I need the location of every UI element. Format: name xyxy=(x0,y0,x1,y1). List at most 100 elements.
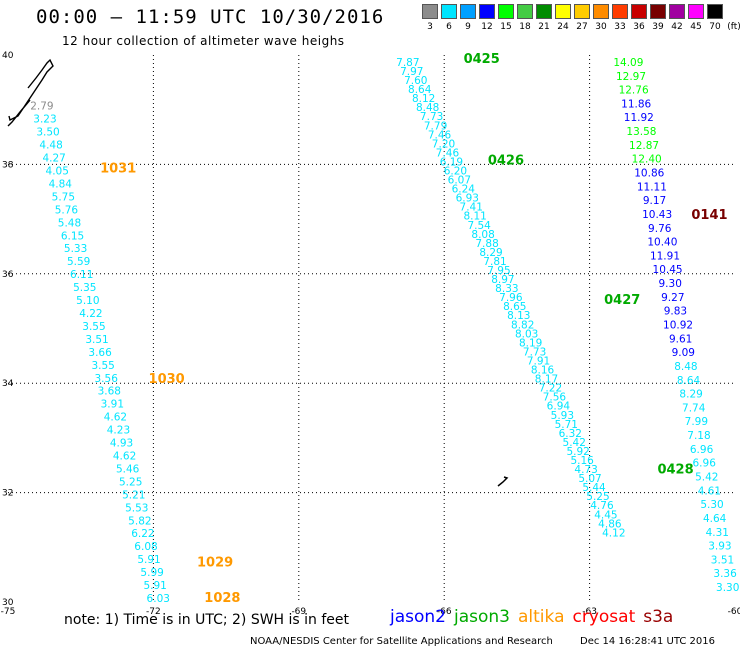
track-value-label: 4.61 xyxy=(698,485,721,497)
track-value-label: 6.32 xyxy=(559,428,582,440)
track-value-label: 7.54 xyxy=(467,220,491,232)
track-value-label: 3.56 xyxy=(95,373,119,385)
track-value-label: 6.24 xyxy=(452,184,476,196)
track-value-label: 5.10 xyxy=(76,295,99,307)
track-value-label: 6.96 xyxy=(690,444,714,456)
scale-swatch xyxy=(479,4,495,19)
x-tick-label: -69 xyxy=(291,607,306,617)
track-value-label: 4.62 xyxy=(104,412,127,424)
track-value-label: 7.60 xyxy=(404,75,427,87)
x-tick-label: -72 xyxy=(146,607,161,617)
track-value-label: 8.16 xyxy=(531,365,555,377)
time-label: 0428 xyxy=(657,462,693,477)
track-value-label: 12.40 xyxy=(632,154,662,166)
y-tick-label: 36 xyxy=(2,270,14,280)
track-value-label: 5.91 xyxy=(137,554,160,566)
time-label: 1030 xyxy=(149,372,185,387)
scale-swatch xyxy=(498,4,514,19)
track-value-label: 7.74 xyxy=(682,402,706,414)
track-value-label: 5.42 xyxy=(695,472,718,484)
track-value-label: 5.71 xyxy=(555,419,578,431)
track-value-label: 2.79 xyxy=(30,101,53,113)
track-value-label: 11.91 xyxy=(650,250,680,262)
scale-label: 39 xyxy=(652,22,664,32)
track-value-label: 6.08 xyxy=(134,541,157,553)
track-value-label: 8.29 xyxy=(479,247,502,259)
track-value-label: 6.03 xyxy=(147,593,170,605)
track-value-label: 7.95 xyxy=(487,265,510,277)
track-value-label: 5.35 xyxy=(73,282,96,294)
track-value-label: 8.97 xyxy=(491,274,514,286)
track-value-label: 7.91 xyxy=(527,355,550,367)
track-value-label: 6.11 xyxy=(70,269,93,281)
legend-s3a: s3a xyxy=(643,607,674,627)
x-tick-label: -75 xyxy=(1,607,16,617)
x-tick-label: -60 xyxy=(728,607,740,617)
legend-jason3: jason3 xyxy=(454,607,510,627)
track-value-label: 4.22 xyxy=(79,308,102,320)
track-value-label: 9.17 xyxy=(643,195,666,207)
track-value-label: 4.62 xyxy=(113,450,136,462)
track-value-label: 5.21 xyxy=(122,489,145,501)
track-value-label: 3.30 xyxy=(716,582,739,594)
track-value-label: 5.42 xyxy=(563,437,586,449)
scale-swatch xyxy=(707,4,723,19)
bermuda-island xyxy=(497,476,509,487)
track-value-label: 7.87 xyxy=(396,57,419,69)
track-value-label: 12.97 xyxy=(616,71,646,83)
track-value-label: 5.59 xyxy=(67,256,90,268)
scale-swatch xyxy=(593,4,609,19)
track-value-label: 4.45 xyxy=(594,509,617,521)
track-value-label: 5.30 xyxy=(700,499,723,511)
y-tick-label: 38 xyxy=(2,160,14,170)
track-value-label: 7.97 xyxy=(400,66,423,78)
legend-jason2: jason2 xyxy=(390,607,446,627)
track-value-label: 5.91 xyxy=(143,580,166,592)
track-value-label: 3.51 xyxy=(711,554,734,566)
track-value-label: 5.25 xyxy=(119,476,142,488)
track-value-label: 4.31 xyxy=(706,527,729,539)
track-value-label: 8.65 xyxy=(503,301,526,313)
scale-label: 70 xyxy=(709,22,721,32)
scale-swatch xyxy=(631,4,647,19)
track-value-label: 9.09 xyxy=(672,347,695,359)
track-value-label: 10.86 xyxy=(634,167,664,179)
track-value-label: 9.61 xyxy=(669,333,692,345)
track-value-label: 12.76 xyxy=(619,85,649,97)
scale-swatch xyxy=(574,4,590,19)
track-value-label: 11.11 xyxy=(637,181,667,193)
scale-label: 42 xyxy=(671,22,683,32)
track-value-label: 7.56 xyxy=(543,392,567,404)
track-value-label: 14.09 xyxy=(613,57,643,69)
track-value-label: 5.44 xyxy=(582,482,606,494)
track-value-label: 5.07 xyxy=(578,473,601,485)
scale-label: (ft) xyxy=(727,22,740,32)
time-label: 0426 xyxy=(488,153,524,168)
track-value-label: 4.76 xyxy=(590,500,614,512)
scale-label: 33 xyxy=(614,22,626,32)
scale-swatch xyxy=(517,4,533,19)
track-value-label: 9.27 xyxy=(661,292,684,304)
scale-swatch xyxy=(441,4,457,19)
scale-label: 12 xyxy=(481,22,493,32)
track-value-label: 5.76 xyxy=(55,204,79,216)
scale-swatch xyxy=(536,4,552,19)
track-value-label: 8.12 xyxy=(412,93,435,105)
track-value-label: 5.99 xyxy=(140,567,163,579)
track-value-label: 9.83 xyxy=(664,306,687,318)
track-value-label: 6.19 xyxy=(440,156,463,168)
track-value-label: 4.48 xyxy=(39,140,62,152)
track-value-label: 6.93 xyxy=(456,193,479,205)
track-value-label: 7.41 xyxy=(460,202,483,214)
track-value-label: 4.27 xyxy=(42,153,65,165)
track-value-label: 8.19 xyxy=(519,337,542,349)
track-value-label: 8.64 xyxy=(408,84,432,96)
scale-label: 30 xyxy=(595,22,607,32)
track-value-label: 8.13 xyxy=(507,310,530,322)
scale-label: 36 xyxy=(633,22,645,32)
y-tick-label: 40 xyxy=(2,51,14,61)
track-value-label: 7.22 xyxy=(539,383,562,395)
track-value-label: 3.55 xyxy=(82,321,105,333)
track-value-label: 11.86 xyxy=(621,98,651,110)
